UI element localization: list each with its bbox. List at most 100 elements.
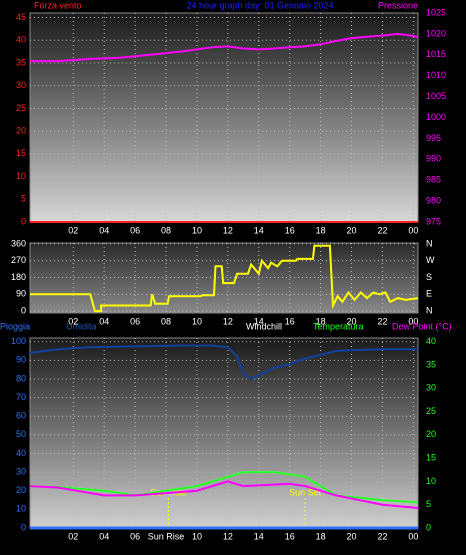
y2-tick-label: 975: [426, 216, 441, 226]
y-tick-label: 0: [21, 306, 26, 316]
x-tick-label: 14: [254, 225, 264, 235]
x-tick-label: 22: [377, 225, 387, 235]
x-tick-label: 16: [285, 225, 295, 235]
y-axis-label: Forza vento: [34, 0, 82, 10]
y-tick-label: 25: [16, 103, 26, 113]
y-tick-label: 90: [16, 355, 26, 365]
x-tick-label: 08: [161, 316, 171, 326]
x-tick-label: 16: [285, 531, 295, 541]
y-tick-label: 60: [16, 411, 26, 421]
y2-tick-label: 40: [426, 336, 436, 346]
x-tick-label: 00: [408, 225, 418, 235]
y-tick-label: 10: [16, 171, 26, 181]
series-line: [30, 32, 419, 63]
y2-tick-label: W: [426, 255, 435, 265]
y2-tick-label: 25: [426, 406, 436, 416]
legend-label: Dew Point (°C): [392, 321, 452, 331]
y2-tick-label: 20: [426, 429, 436, 439]
x-tick-label: 04: [99, 225, 109, 235]
y-tick-label: 0: [21, 216, 26, 226]
chart-title: 24 hour graph day: 01 Gennaio 2024: [186, 0, 333, 10]
x-tick-label: 14: [254, 531, 264, 541]
x-tick-label: 12: [223, 316, 233, 326]
y2-tick-label: 1020: [426, 28, 446, 38]
x-tick-label: 08: [161, 225, 171, 235]
y-tick-label: 30: [16, 80, 26, 90]
y-tick-label: 20: [16, 126, 26, 136]
x-tick-label: 10: [192, 531, 202, 541]
x-tick-label: 02: [68, 316, 78, 326]
y-tick-label: 5: [21, 194, 26, 204]
x-tick-label: 14: [254, 316, 264, 326]
y-tick-label: 15: [16, 148, 26, 158]
y-tick-label: 270: [11, 255, 26, 265]
series-line: [30, 244, 419, 313]
x-tick-label: 12: [223, 225, 233, 235]
x-tick-label: 00: [408, 531, 418, 541]
y-tick-label: 20: [16, 485, 26, 495]
y-tick-label: 40: [16, 35, 26, 45]
x-tick-label: 12: [223, 531, 233, 541]
x-tick-label: 00: [408, 316, 418, 326]
plot-area: [29, 12, 419, 223]
plot-area: [29, 242, 419, 314]
y2-tick-label: 15: [426, 453, 436, 463]
legend-label: Pioggia: [0, 321, 30, 331]
y2-axis-label: Pressione: [378, 0, 418, 10]
x-tick-label: 22: [377, 531, 387, 541]
y2-tick-label: 990: [426, 154, 441, 164]
y-tick-label: 45: [16, 12, 26, 22]
x-tick-label: 02: [68, 531, 78, 541]
y2-tick-label: 1000: [426, 112, 446, 122]
y-tick-label: 40: [16, 448, 26, 458]
y2-tick-label: 0: [426, 522, 431, 532]
legend-label: Windchill: [246, 321, 282, 331]
y2-tick-label: 1010: [426, 70, 446, 80]
x-tick-label: 04: [99, 531, 109, 541]
x-tick-label: 06: [130, 225, 140, 235]
y2-tick-label: 995: [426, 133, 441, 143]
x-tick-label: 20: [347, 225, 357, 235]
y-tick-label: 10: [16, 504, 26, 514]
x-tick-label: 16: [285, 316, 295, 326]
y2-tick-label: 980: [426, 195, 441, 205]
y-tick-label: 50: [16, 429, 26, 439]
y2-tick-label: S: [426, 272, 432, 282]
y2-tick-label: 5: [426, 499, 431, 509]
y2-tick-label: 35: [426, 359, 436, 369]
y-tick-label: 180: [11, 272, 26, 282]
y-tick-label: 100: [11, 336, 26, 346]
y2-tick-label: 1025: [426, 7, 446, 17]
y2-tick-label: 1005: [426, 91, 446, 101]
legend-label: Umidita: [66, 321, 97, 331]
x-tick-label: Sun Rise: [148, 531, 185, 541]
x-tick-label: 02: [68, 225, 78, 235]
x-tick-label: 18: [316, 531, 326, 541]
x-tick-label: 22: [377, 316, 387, 326]
y2-tick-label: 1015: [426, 49, 446, 59]
annotation: Sun Set: [289, 487, 322, 497]
x-tick-label: 04: [99, 316, 109, 326]
x-tick-label: 10: [192, 225, 202, 235]
x-tick-label: 20: [347, 316, 357, 326]
y-tick-label: 90: [16, 289, 26, 299]
x-tick-label: 06: [130, 531, 140, 541]
y-tick-label: 0: [21, 522, 26, 532]
x-tick-label: 18: [316, 316, 326, 326]
y2-tick-label: N: [426, 306, 433, 316]
x-tick-label: 20: [347, 531, 357, 541]
x-tick-label: 18: [316, 225, 326, 235]
y-tick-label: 360: [11, 238, 26, 248]
x-tick-label: 10: [192, 316, 202, 326]
y2-tick-label: E: [426, 289, 432, 299]
y-tick-label: 70: [16, 392, 26, 402]
series-line: [29, 480, 419, 509]
y-tick-label: 30: [16, 466, 26, 476]
y2-tick-label: N: [426, 238, 433, 248]
y2-tick-label: 30: [426, 383, 436, 393]
y2-tick-label: 985: [426, 175, 441, 185]
y2-tick-label: 10: [426, 476, 436, 486]
series-line: [29, 344, 418, 381]
